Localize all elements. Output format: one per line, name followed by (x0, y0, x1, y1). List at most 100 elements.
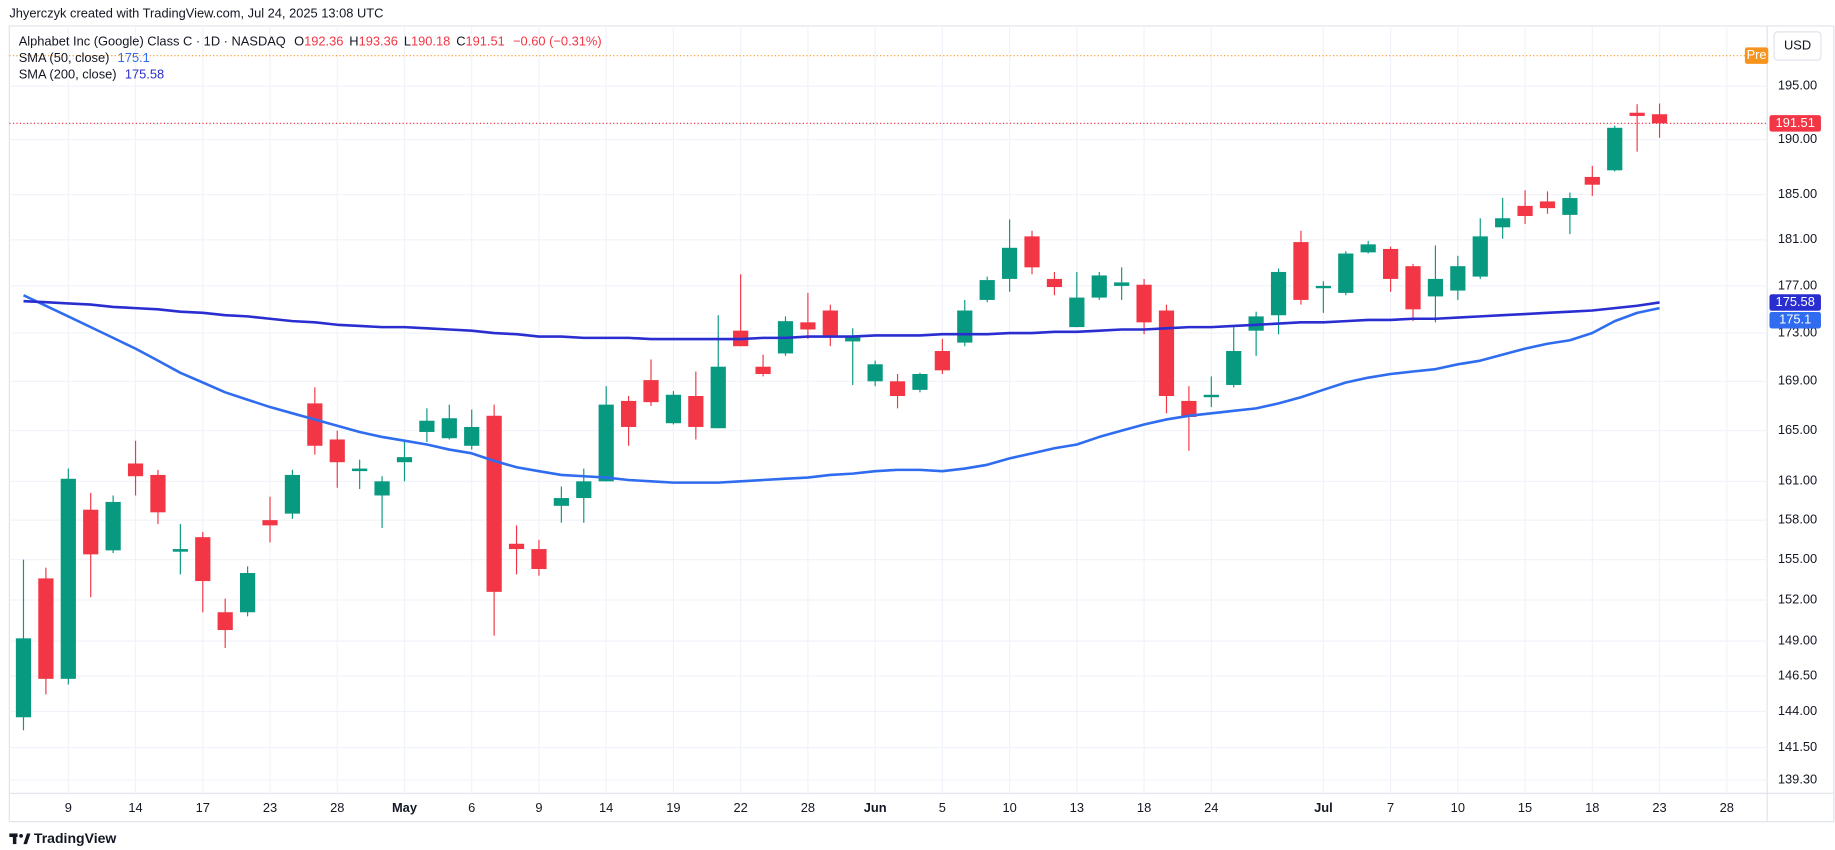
candle-body (576, 481, 592, 499)
sma-badge (1769, 311, 1821, 329)
y-tick-label: 177.00 (1778, 277, 1817, 292)
x-tick-label: Jul (1314, 800, 1333, 815)
sma-legend: SMA (50, close) 175.1 (19, 50, 150, 65)
x-tick-label: Jun (864, 800, 887, 815)
header-text: Jhyerczyk created with TradingView.com, … (9, 6, 383, 21)
candle-body (598, 404, 614, 482)
x-tick-label: 28 (330, 800, 344, 815)
candle-body (1114, 282, 1130, 286)
candle-body (1539, 201, 1556, 209)
candle-body (1405, 266, 1421, 310)
x-tick-label: 14 (128, 800, 142, 815)
y-tick-label: 149.00 (1778, 632, 1817, 647)
candle-body (419, 420, 435, 432)
candle-body (1427, 278, 1444, 297)
candle-body (1382, 248, 1399, 279)
candle-body (1360, 244, 1376, 253)
x-tick-label: 5 (939, 800, 946, 815)
price-badge-text: 191.51 (1776, 115, 1815, 130)
y-tick-label: 139.30 (1778, 771, 1817, 786)
sma-badge-text: 175.1 (1779, 312, 1811, 327)
legend-name[interactable]: SMA (200, close) (19, 67, 117, 82)
candle-body (1562, 198, 1578, 215)
candle-body (979, 280, 995, 300)
x-tick-label: 23 (263, 800, 277, 815)
candle-body (688, 396, 704, 427)
candle-body (889, 381, 906, 397)
candle-body (1338, 253, 1354, 293)
candle-body (1651, 114, 1668, 124)
candle-body (284, 474, 301, 514)
ohlc-key: C (456, 34, 465, 49)
x-tick-label: 19 (666, 800, 680, 815)
x-tick-label: 10 (1451, 800, 1465, 815)
candle-body (1629, 112, 1645, 116)
legend-name[interactable]: SMA (50, close) (19, 50, 110, 65)
candle-body (217, 612, 233, 631)
currency-button[interactable] (1773, 31, 1822, 61)
candle-body (486, 415, 502, 592)
candle-body (374, 481, 390, 496)
candle-body (845, 335, 861, 342)
candle-body (1517, 205, 1533, 217)
sma-line (22, 294, 1660, 484)
candle-body (531, 549, 547, 570)
candle-body (172, 549, 188, 552)
candle-body (867, 364, 883, 382)
candle-body (1069, 297, 1085, 328)
sma-badge-text: 175.58 (1776, 294, 1815, 309)
labels: 195.00190.00185.00181.00177.00173.00169.… (65, 47, 1821, 815)
candle-body (396, 457, 413, 463)
y-tick-label: 185.00 (1778, 186, 1817, 201)
candle-body (464, 426, 480, 446)
x-tick-label: 28 (801, 800, 815, 815)
candle-body (957, 310, 973, 343)
candle-body (1158, 310, 1175, 397)
y-tick-label: 146.50 (1778, 667, 1817, 682)
logo-part (23, 833, 31, 845)
candle-body (1046, 278, 1063, 288)
y-tick-label: 158.00 (1778, 511, 1817, 526)
candle-body (912, 373, 928, 390)
candle-body (800, 322, 816, 330)
x-tick-label: 23 (1652, 800, 1666, 815)
candle-body (822, 310, 838, 336)
candle-body (38, 578, 54, 679)
y-tick-label: 165.00 (1778, 422, 1817, 437)
x-tick-label: 18 (1585, 800, 1599, 815)
x-tick-label: 9 (535, 800, 542, 815)
footer-brand: TradingView (34, 830, 116, 846)
currency-label[interactable]: USD (1784, 37, 1811, 52)
legend-value: 175.58 (125, 67, 164, 82)
x-tick-label: 22 (734, 800, 748, 815)
candle-body (1136, 284, 1152, 323)
candle-body (710, 366, 726, 429)
candle-body (352, 468, 368, 472)
x-tick-label: 13 (1070, 800, 1084, 815)
x-tick-label: May (392, 800, 418, 815)
ohlc-value: 192.36 (304, 34, 343, 49)
x-tick-label: 10 (1002, 800, 1016, 815)
sma-legend: SMA (200, close) 175.58 (19, 67, 164, 82)
candle-body (1495, 218, 1511, 228)
candle-body (1584, 176, 1600, 185)
candle-body (441, 418, 457, 439)
logo-part (19, 833, 23, 838)
candle-body (105, 501, 121, 551)
candle-body (1270, 271, 1287, 316)
candle-body (262, 520, 278, 526)
candle-body (665, 394, 682, 424)
candle-body (329, 439, 345, 463)
x-tick-label: 17 (196, 800, 210, 815)
candle-body (1226, 351, 1242, 385)
candle-body (1472, 236, 1488, 277)
ohlc-value: 193.36 (359, 34, 398, 49)
candle-body (195, 537, 211, 582)
y-tick-label: 190.00 (1778, 131, 1817, 146)
candle-body (307, 403, 323, 446)
price-badge (1769, 115, 1821, 132)
candle-body (1024, 236, 1040, 268)
pre-label: Pre (1747, 47, 1767, 62)
